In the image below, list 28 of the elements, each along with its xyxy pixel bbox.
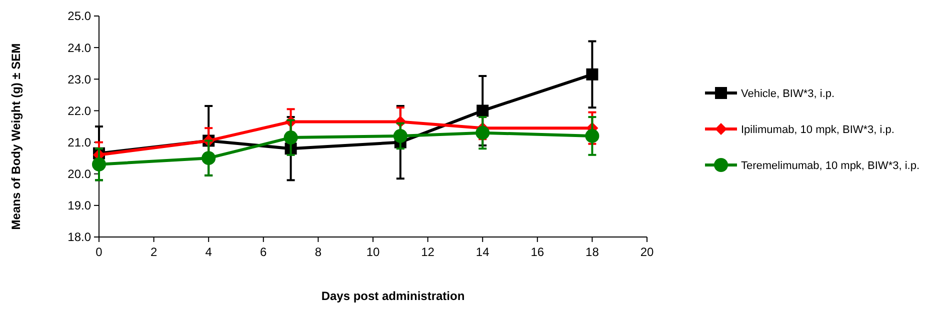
x-tick-label: 12 [421, 245, 435, 259]
y-tick-label: 18.0 [68, 230, 92, 244]
x-tick-label: 16 [530, 245, 544, 259]
x-tick-label: 6 [260, 245, 268, 259]
x-tick-label: 18 [586, 245, 600, 259]
legend-label: Ipilimumab, 10 mpk, BIW*3, i.p. [741, 124, 894, 136]
legend-label: Teremelimumab, 10 mpk, BIW*3, i.p. [741, 160, 920, 172]
x-tick-label: 2 [150, 245, 158, 259]
y-tick-label: 23.0 [68, 72, 92, 86]
x-tick-label: 0 [96, 245, 103, 259]
y-tick-label: 19.0 [68, 198, 92, 213]
point [284, 130, 298, 145]
x-axis-title: Days post administration [321, 289, 465, 303]
point [586, 68, 598, 80]
y-tick-label: 20.0 [68, 167, 92, 182]
y-tick-label: 22.0 [68, 104, 92, 118]
y-tick-label: 24.0 [68, 40, 92, 55]
y-axis-title: Means of Body Weight (g) ± SEM [9, 43, 23, 230]
x-tick-label: 10 [366, 245, 380, 259]
y-tick-label: 25.0 [68, 9, 92, 24]
point [393, 128, 408, 143]
legend-label: Vehicle, BIW*3, i.p. [741, 88, 835, 100]
x-tick-label: 14 [476, 245, 490, 259]
x-tick-label: 20 [640, 245, 654, 259]
x-tick-label: 8 [314, 245, 322, 259]
x-tick-label: 4 [205, 245, 212, 259]
y-tick-label: 21.0 [68, 135, 92, 150]
point [92, 157, 106, 172]
